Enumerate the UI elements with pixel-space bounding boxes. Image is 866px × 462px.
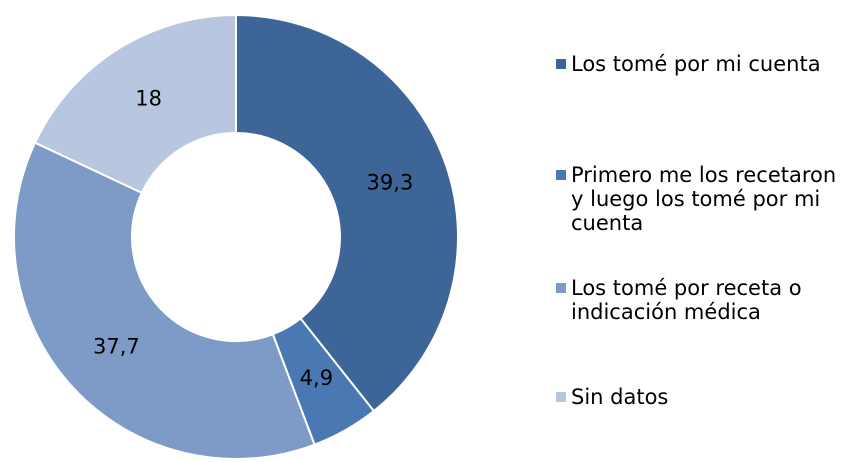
legend-item: Sin datos: [556, 385, 856, 409]
slice: [235, 13, 459, 413]
legend-swatch: [556, 59, 566, 69]
slice: [33, 13, 237, 195]
legend-item: Los tomé por mi cuenta: [556, 52, 856, 76]
legend-swatch: [556, 283, 566, 293]
legend-item: Los tomé por receta o indicación médica: [556, 276, 856, 324]
legend-item: Primero me los recetaron y luego los tom…: [556, 163, 856, 235]
slice: [13, 141, 316, 460]
legend-swatch: [556, 392, 566, 402]
legend-label: Sin datos: [571, 385, 669, 409]
legend-label: Los tomé por receta o indicación médica: [571, 276, 802, 324]
data-label: 18: [135, 86, 162, 110]
legend-label: Los tomé por mi cuenta: [571, 52, 821, 76]
data-label: 39,3: [367, 170, 414, 194]
data-label: 4,9: [300, 366, 333, 390]
data-label: 37,7: [93, 335, 140, 359]
legend-swatch: [556, 170, 566, 180]
legend-label: Primero me los recetaron y luego los tom…: [571, 163, 837, 235]
